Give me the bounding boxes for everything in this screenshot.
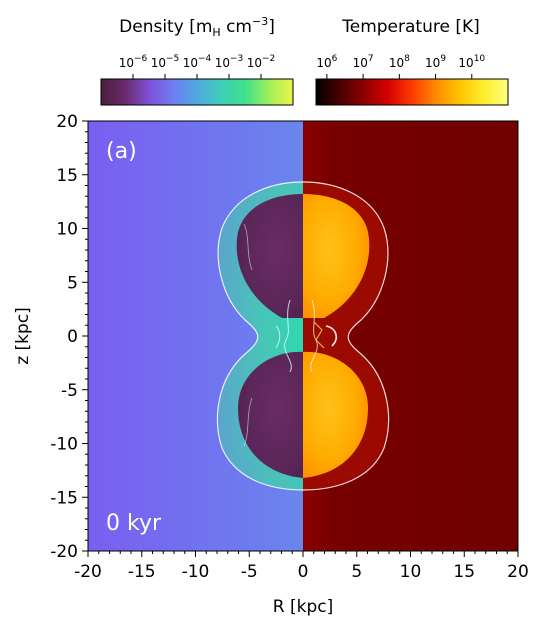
density-colorbar-ticks: 10−6 10−5 10−4 10−3 10−2 — [119, 54, 276, 79]
colorbar-tick-label: 108 — [389, 54, 410, 70]
x-tick-label: 0 — [298, 562, 309, 582]
y-tick-label: 10 — [56, 220, 78, 240]
temperature-colorbar-bar — [315, 78, 509, 106]
temperature-shock-front — [303, 181, 390, 491]
colorbar-tick-label: 109 — [425, 54, 446, 70]
y-tick-label: 20 — [56, 112, 78, 132]
density-shock-front — [216, 181, 303, 491]
density-lower-bubble — [238, 351, 303, 478]
temperature-colorbar: Temperature [K] 106 107 108 109 1010 — [315, 17, 509, 106]
colorbar-tick-label: 10−3 — [215, 54, 244, 70]
density-upper-bubble — [236, 194, 303, 318]
panel-label: (a) — [106, 139, 137, 164]
y-tick-label: -5 — [61, 381, 78, 401]
x-tick-label: 20 — [507, 562, 529, 582]
x-tick-label: 5 — [351, 562, 362, 582]
x-axis-label: R [kpc] — [273, 597, 333, 617]
colorbar-tick-label: 107 — [353, 54, 374, 70]
density-colorbar: Density [mH cm−3] 10−6 10−5 10−4 10−3 10−2 — [100, 15, 294, 106]
y-tick-label: 0 — [67, 327, 78, 347]
y-tick-label: -15 — [50, 488, 78, 508]
y-tick-label: 5 — [67, 273, 78, 293]
simulation-image — [88, 121, 518, 551]
colorbar-tick-label: 10−6 — [119, 54, 148, 70]
density-panel — [88, 121, 303, 551]
y-tick-label: -10 — [50, 435, 78, 455]
colorbar-tick-label: 1010 — [458, 54, 485, 70]
x-tick-label: -15 — [128, 562, 156, 582]
y-tick-label: -20 — [50, 542, 78, 562]
density-colorbar-bar — [100, 78, 294, 106]
colorbar-tick-label: 10−5 — [151, 54, 180, 70]
x-tick-label: 10 — [400, 562, 422, 582]
temperature-colorbar-title: Temperature [K] — [341, 17, 480, 37]
colorbar-tick-label: 10−4 — [183, 54, 212, 70]
x-axis-ticks: -20 -15 -10 -5 0 5 10 15 20 — [74, 551, 529, 582]
y-tick-label: 15 — [56, 166, 78, 186]
x-tick-label: 15 — [453, 562, 475, 582]
temperature-upper-bubble — [303, 194, 370, 318]
colorbar-tick-label: 10−2 — [247, 54, 276, 70]
y-axis-ticks: -20 -15 -10 -5 0 5 10 15 20 — [50, 112, 88, 562]
x-tick-label: -10 — [182, 562, 210, 582]
temperature-colorbar-ticks: 106 107 108 109 1010 — [316, 54, 485, 79]
x-tick-label: -20 — [74, 562, 102, 582]
y-axis-label: z [kpc] — [13, 307, 33, 365]
time-label: 0 kyr — [106, 511, 162, 536]
colorbar-tick-label: 106 — [316, 54, 337, 70]
temperature-panel — [303, 121, 518, 551]
temperature-lower-bubble — [303, 351, 368, 478]
density-colorbar-title: Density [mH cm−3] — [119, 15, 275, 39]
x-tick-label: -5 — [241, 562, 258, 582]
